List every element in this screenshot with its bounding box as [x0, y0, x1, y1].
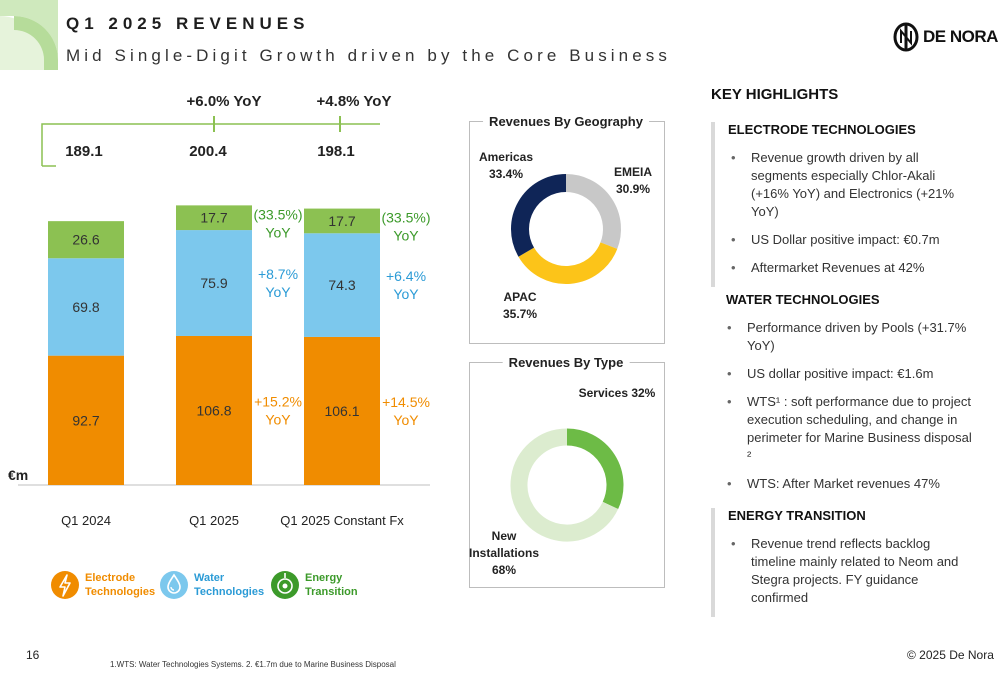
bar-value-label: 26.6	[72, 232, 99, 248]
legend-label-water: Water Technologies	[194, 572, 265, 598]
bar-segment-electrode	[176, 335, 252, 485]
segment-yoy-label: (33.5%)	[381, 210, 430, 226]
energy-section-title: ENERGY TRANSITION	[728, 508, 866, 523]
energy-icon	[271, 571, 299, 599]
company-logo: DE NORA	[893, 22, 998, 52]
segment-yoy-label: YoY	[265, 411, 291, 427]
type-panel	[469, 362, 665, 588]
legend-item-electrode: Electrode Technologies	[50, 568, 155, 602]
growth-bracket	[41, 123, 380, 166]
legend-item-energy: Energy Transition	[270, 568, 358, 602]
bar-segment-electrode	[304, 336, 380, 485]
stacked-bar-chart: €m 92.7 69.8 26.6 Q1 2024 189.1 106.8 75.9 17.7 Q…	[8, 93, 431, 528]
page-number: 16	[26, 648, 40, 662]
type-chart-title: Revenues By Type	[502, 355, 630, 370]
water-bullet: WTS¹ : soft performance due to project e…	[711, 393, 979, 465]
segment-yoy-label: +14.5%	[382, 394, 430, 410]
de-nora-logo-icon	[893, 22, 919, 52]
unit-label: €m	[8, 467, 28, 483]
bar-value-label: 17.7	[200, 210, 227, 226]
footnote: 1.WTS: Water Technologies Systems. 2. €1…	[110, 660, 396, 669]
donut-slice-label: Services 32%	[579, 386, 656, 400]
segment-yoy-label: YoY	[393, 286, 419, 302]
donut-slice-label: 30.9%	[616, 182, 650, 196]
bar-value-label: 106.1	[324, 403, 359, 419]
bar-value-label: 74.3	[328, 277, 355, 293]
bar-segment-energy	[176, 205, 252, 231]
segment-yoy-label: YoY	[265, 224, 291, 240]
segment-yoy-label: YoY	[393, 228, 419, 244]
bar-segment-water	[304, 233, 380, 337]
corner-decoration	[0, 0, 58, 70]
donut-slice-label: Installations	[469, 546, 539, 560]
bar-value-label: 75.9	[200, 275, 227, 291]
lightning-icon	[51, 571, 79, 599]
yoy-total-label: +6.0% YoY	[187, 93, 262, 110]
bar-value-label: 69.8	[72, 299, 99, 315]
segment-yoy-label: (33.5%)	[253, 206, 302, 222]
segment-yoy-label: YoY	[265, 284, 291, 300]
water-section-title: WATER TECHNOLOGIES	[726, 292, 880, 307]
electrode-bullet: Aftermarket Revenues at 42%	[715, 259, 977, 277]
bar-total-label: 198.1	[317, 143, 355, 160]
bar-segment-energy	[48, 221, 124, 259]
bar-segment-electrode	[48, 355, 124, 485]
electrode-section-title: ELECTRODE TECHNOLOGIES	[728, 122, 916, 137]
bar-segment-energy	[304, 208, 380, 234]
donut-slice-emeia	[565, 174, 621, 249]
geography-donut-chart: EMEIA 30.9% APAC 35.7% Americas 33.4%	[479, 150, 652, 321]
yoy-total-label: +4.8% YoY	[317, 93, 392, 110]
electrode-bullet: US Dollar positive impact: €0.7m	[715, 231, 977, 249]
page-subtitle: Mid Single-Digit Growth driven by the Co…	[66, 46, 671, 65]
donut-slice-label: Americas	[479, 150, 533, 164]
copyright: © 2025 De Nora	[907, 648, 994, 662]
page-title: Q1 2025 REVENUES	[66, 14, 310, 33]
type-donut-chart: Services 32% New Installations 68%	[469, 386, 656, 577]
energy-section: ENERGY TRANSITION Revenue trend reflects…	[711, 508, 977, 617]
bar-total-label: 200.4	[189, 143, 227, 160]
donut-slice-navy	[511, 174, 567, 257]
donut-slice-label: New	[492, 529, 517, 543]
donut-slice-apac	[518, 242, 618, 284]
energy-bullet: Revenue trend reflects backlog timeline …	[715, 535, 977, 607]
bar-value-label: 106.8	[196, 402, 231, 418]
donut-slice-label: APAC	[503, 290, 536, 304]
segment-yoy-label: +15.2%	[254, 393, 302, 409]
water-drop-icon	[160, 571, 188, 599]
segment-yoy-label: +8.7%	[258, 266, 298, 282]
bar-segment-water	[48, 258, 124, 356]
bar-segment-water	[176, 230, 252, 336]
bar-value-label: 92.7	[72, 412, 99, 428]
donut-slice-services	[566, 428, 624, 510]
geography-panel	[469, 121, 665, 344]
geography-chart-title: Revenues By Geography	[483, 114, 649, 129]
donut-slice-label: EMEIA	[614, 165, 652, 179]
electrode-bullet: Revenue growth driven by all segments es…	[715, 149, 977, 221]
donut-slice-label: 33.4%	[489, 167, 523, 181]
legend-label-energy: Energy Transition	[305, 572, 358, 598]
water-bullet: Performance driven by Pools (+31.7% YoY)	[711, 319, 979, 355]
water-section: WATER TECHNOLOGIES Performance driven by…	[711, 292, 979, 503]
x-tick-label: Q1 2025	[189, 513, 239, 528]
donut-slice-new_installations	[510, 428, 619, 542]
segment-yoy-label: +6.4%	[386, 268, 426, 284]
donut-slice-label: 35.7%	[503, 307, 537, 321]
key-highlights-title: KEY HIGHLIGHTS	[711, 86, 839, 103]
bar-total-label: 189.1	[65, 143, 103, 160]
legend-label-electrode: Electrode Technologies	[85, 572, 156, 598]
x-tick-label: Q1 2024	[61, 513, 111, 528]
water-bullet: US dollar positive impact: €1.6m	[711, 365, 979, 383]
electrode-section: ELECTRODE TECHNOLOGIES Revenue growth dr…	[711, 122, 977, 287]
segment-yoy-label: YoY	[393, 412, 419, 428]
logo-text: DE NORA	[923, 27, 998, 46]
legend-item-water: Water Technologies	[159, 568, 264, 602]
donut-slice-label: 68%	[492, 563, 516, 577]
x-tick-label: Q1 2025 Constant Fx	[280, 513, 404, 528]
bar-value-label: 17.7	[328, 213, 355, 229]
water-bullet: WTS: After Market revenues 47%	[711, 475, 979, 493]
